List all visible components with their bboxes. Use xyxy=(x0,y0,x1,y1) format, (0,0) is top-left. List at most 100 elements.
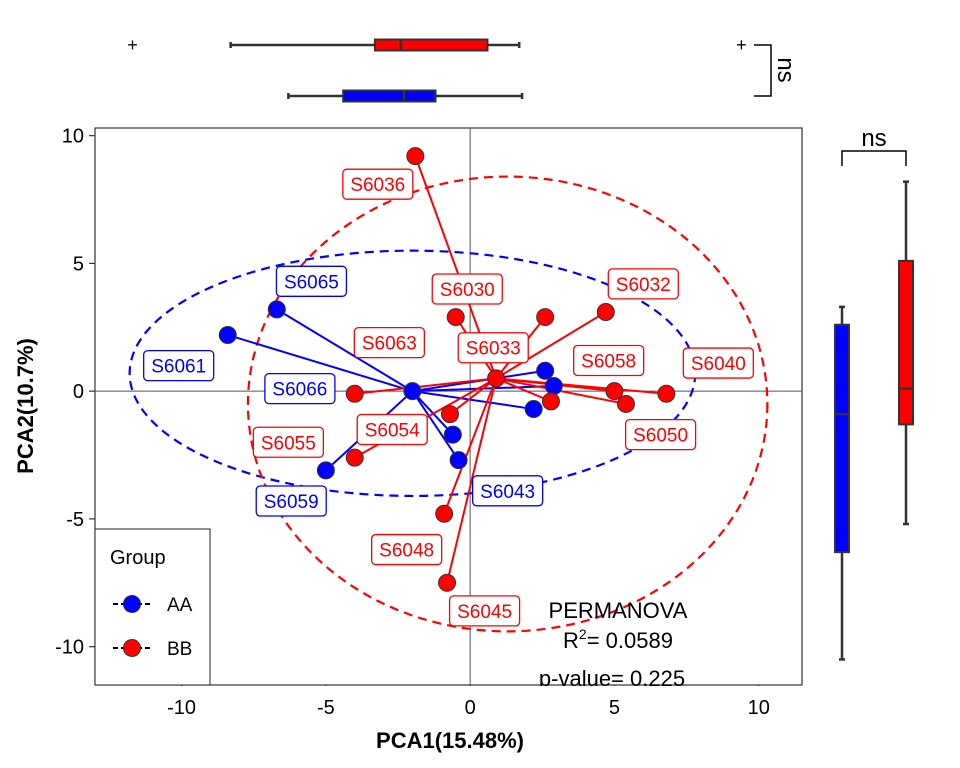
y-axis: -10 -5 0 5 10 xyxy=(55,126,95,659)
label-s6050: S6050 xyxy=(624,418,697,451)
right-boxplot-pca2: ns xyxy=(834,125,914,661)
label-text: S6058 xyxy=(581,352,636,373)
point-s6032 xyxy=(596,302,615,321)
x-tick-label: 10 xyxy=(748,697,770,719)
right-box-bb xyxy=(898,180,914,526)
point-bb xyxy=(345,448,364,467)
label-box xyxy=(682,347,754,379)
point-s6061 xyxy=(218,325,237,344)
box xyxy=(373,38,489,52)
label-s6063: S6063 xyxy=(353,326,425,359)
permanova-title: PERMANOVA xyxy=(549,598,688,623)
label-text: S6032 xyxy=(616,275,671,296)
point-s6059 xyxy=(316,461,335,480)
label-box xyxy=(431,273,503,305)
x-tick-label: -10 xyxy=(167,697,196,719)
label-text: S6048 xyxy=(379,541,434,562)
point-s6066 xyxy=(403,382,422,401)
label-s6045: S6045 xyxy=(448,595,521,627)
sample-points xyxy=(218,147,676,592)
label-text: S6054 xyxy=(365,420,420,441)
point-aa xyxy=(536,361,555,380)
point-s6063 xyxy=(487,369,506,388)
spoke-bb xyxy=(446,378,498,584)
y-tick-label: 0 xyxy=(73,381,84,403)
label-text: S6050 xyxy=(633,426,688,447)
outlier-mark: + xyxy=(127,35,138,55)
point-s6050 xyxy=(616,394,635,413)
right-sig-bracket xyxy=(841,150,907,166)
top-box-bb: + + xyxy=(127,35,746,55)
label-text: S6063 xyxy=(362,334,417,355)
label-box xyxy=(472,475,544,507)
label-box xyxy=(607,268,679,300)
label-box xyxy=(371,533,443,566)
top-boxplot-pca1: + +ns xyxy=(127,35,799,103)
label-s6066: S6066 xyxy=(264,372,336,405)
permanova-r2: R2= 0.0589 xyxy=(563,626,673,653)
point-s6058 xyxy=(605,382,624,401)
point-s6036 xyxy=(406,147,425,166)
label-box xyxy=(264,372,336,405)
point-s6045 xyxy=(438,573,457,592)
spoke-bb xyxy=(496,377,667,395)
label-s6058: S6058 xyxy=(573,344,645,377)
y-tick-label: 10 xyxy=(62,126,84,148)
plot-panel-border xyxy=(94,127,803,686)
point-aa xyxy=(443,425,462,444)
box xyxy=(342,89,437,103)
sample-labels: S6061 S6065 S6066 S6059 S6043 S6036 S6030 S6055… xyxy=(143,168,754,627)
label-text: S6065 xyxy=(284,272,339,293)
label-s6040: S6040 xyxy=(682,347,754,379)
label-s6061: S6061 xyxy=(143,349,215,382)
label-s6033: S6033 xyxy=(457,332,529,364)
legend-entry-aa: AA xyxy=(113,595,193,616)
spoke-bb xyxy=(495,311,607,380)
spoke-aa xyxy=(227,334,413,393)
label-box xyxy=(255,485,327,517)
label-s6065: S6065 xyxy=(275,265,348,297)
label-box xyxy=(457,332,529,364)
spoke-aa xyxy=(276,308,413,393)
spoke-aa xyxy=(411,390,460,461)
label-box xyxy=(573,344,645,377)
point-s6030 xyxy=(446,308,465,327)
x-tick-label: 0 xyxy=(465,697,476,719)
ellipse-bb xyxy=(246,175,769,633)
spoke-bb xyxy=(495,377,552,403)
label-text: S6055 xyxy=(261,433,316,454)
permanova-annotation: PERMANOVA R2= 0.0589 p-value= 0.225 xyxy=(539,598,688,691)
legend-entries: AA BB xyxy=(113,595,193,660)
legend: Group AA BB xyxy=(94,528,211,686)
label-text: S6033 xyxy=(466,339,521,360)
legend-title: Group xyxy=(110,547,166,569)
spoke-bb xyxy=(449,377,497,415)
label-s6059: S6059 xyxy=(255,485,327,517)
label-box xyxy=(143,349,215,382)
label-s6048: S6048 xyxy=(371,533,443,566)
label-s6032: S6032 xyxy=(607,268,679,300)
right-box-aa xyxy=(834,305,850,661)
point-s6043 xyxy=(449,451,468,470)
y-tick-label: -10 xyxy=(55,637,84,659)
label-text: S6043 xyxy=(480,482,535,503)
top-sig-label: ns xyxy=(772,57,799,82)
legend-key xyxy=(123,639,141,657)
outlier-mark: + xyxy=(736,35,747,55)
y-axis-title: PCA2(10.7%) xyxy=(13,338,38,474)
x-axis: -10 -5 0 5 10 xyxy=(167,685,770,719)
right-sig-label: ns xyxy=(861,125,886,152)
point-s6040 xyxy=(657,384,676,403)
label-box xyxy=(275,265,348,297)
label-box xyxy=(353,326,425,359)
x-axis-title: PCA1(15.48%) xyxy=(376,728,524,753)
top-box-aa xyxy=(287,89,524,103)
legend-label: BB xyxy=(167,639,192,660)
point-bb xyxy=(541,392,560,411)
legend-label: AA xyxy=(167,595,193,616)
label-text: S6045 xyxy=(457,602,512,623)
label-s6043: S6043 xyxy=(472,475,544,507)
point-s6054 xyxy=(440,405,459,424)
y-tick-label: -5 xyxy=(66,509,84,531)
